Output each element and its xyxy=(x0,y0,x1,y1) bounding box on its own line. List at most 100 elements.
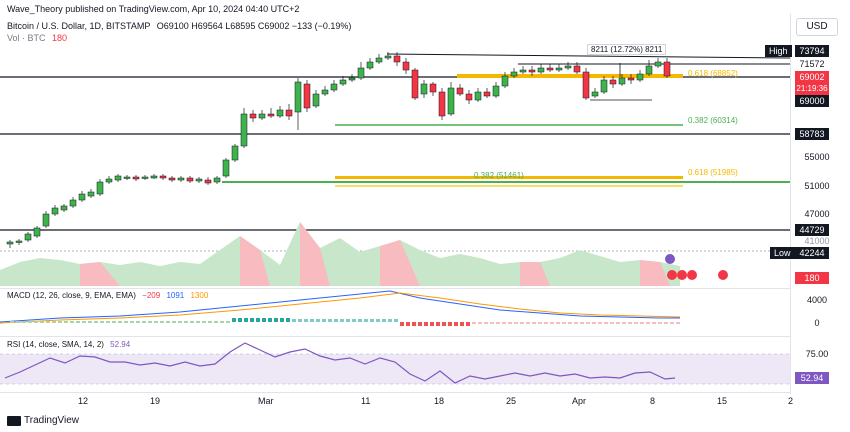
macd-hist-bar xyxy=(274,318,278,322)
candle-body xyxy=(213,177,221,183)
candle-body xyxy=(231,145,239,161)
macd-hist-bar xyxy=(226,321,230,323)
macd-hist-bar xyxy=(40,321,44,323)
macd-hist-bar xyxy=(280,318,284,322)
candle-body xyxy=(294,81,302,113)
candle-body xyxy=(195,178,203,182)
rsi-axis-75: 75.00 xyxy=(805,349,829,359)
candle-body xyxy=(465,93,473,101)
candle-body xyxy=(411,69,419,99)
candle-body xyxy=(78,193,86,201)
dividend-icon-3[interactable] xyxy=(687,270,697,280)
macd-hist-bar xyxy=(262,318,266,322)
dividend-icon-4[interactable] xyxy=(718,270,728,280)
x-label-18: 18 xyxy=(434,396,445,406)
candle-body xyxy=(339,79,347,85)
macd-hist-bar xyxy=(154,321,158,323)
macd-hist-bar xyxy=(598,322,602,324)
macd-hist-bar xyxy=(508,322,512,324)
macd-hist-bar xyxy=(610,322,614,324)
macd-hist-bar xyxy=(208,321,212,323)
macd-hist-bar xyxy=(142,321,146,323)
candle-body xyxy=(528,69,536,73)
macd-hist-bar xyxy=(340,319,344,322)
dividend-icon[interactable] xyxy=(667,270,677,280)
x-label-8: 8 xyxy=(650,396,656,406)
macd-hist-bar xyxy=(322,319,326,322)
macd-hist-bar xyxy=(514,322,518,324)
rsi-current: 52.94 xyxy=(795,372,829,384)
macd-hist-bar xyxy=(172,321,176,323)
macd-hist-bar xyxy=(118,321,122,323)
macd-hist-bar xyxy=(400,322,404,326)
macd-hist-bar xyxy=(364,319,368,322)
price-58783: 58783 xyxy=(795,128,829,140)
macd-hist-bar xyxy=(436,322,440,326)
macd-hist-bar xyxy=(10,321,14,323)
volume-area xyxy=(0,222,680,286)
candle-body xyxy=(501,75,509,87)
macd-hist-bar xyxy=(574,322,578,324)
candle-body xyxy=(600,79,608,93)
candle-body xyxy=(573,65,581,73)
macd-value-1: −209 xyxy=(142,291,161,300)
candle-body xyxy=(96,181,104,195)
candle-body xyxy=(510,71,518,77)
high-tag: High xyxy=(765,45,792,57)
fib-zone-618-low xyxy=(335,176,683,179)
macd-hist-bar xyxy=(58,321,62,323)
rsi-chart[interactable] xyxy=(0,336,790,392)
macd-hist-bar xyxy=(244,318,248,322)
macd-hist-bar xyxy=(178,321,182,323)
macd-hist-bar xyxy=(676,322,680,324)
candle-body xyxy=(24,233,32,241)
macd-hist-bar xyxy=(460,322,464,326)
macd-hist-bar xyxy=(568,322,572,324)
price-69000: 69000 xyxy=(795,95,829,107)
axis-41000: 41000 xyxy=(804,236,830,246)
macd-hist-bar xyxy=(166,321,170,323)
tradingview-logo[interactable]: TradingView xyxy=(7,415,79,426)
x-label-apr: Apr xyxy=(572,396,587,406)
macd-hist-bar xyxy=(478,322,482,324)
candle-body xyxy=(168,177,176,181)
macd-hist-bar xyxy=(46,321,50,323)
candle-body xyxy=(249,113,257,119)
candle-body xyxy=(42,213,50,227)
macd-hist-bar xyxy=(298,319,302,322)
candle-body xyxy=(375,57,383,63)
macd-hist-bar xyxy=(28,321,32,323)
macd-hist-bar xyxy=(484,322,488,324)
tradingview-logo-icon xyxy=(7,415,21,426)
macd-hist-bar xyxy=(550,322,554,324)
rsi-header-value: 52.94 xyxy=(110,340,131,349)
symbol-title: Bitcoin / U.S. Dollar, 1D, BITSTAMP xyxy=(7,21,151,31)
macd-hist-bar xyxy=(304,319,308,322)
macd-hist-bar xyxy=(556,322,560,324)
macd-hist-bar xyxy=(502,322,506,324)
lightning-icon[interactable] xyxy=(665,254,675,264)
macd-hist-bar xyxy=(52,321,56,323)
macd-chart[interactable] xyxy=(0,288,790,336)
macd-axis-0: 0 xyxy=(814,318,820,328)
rsi-header: RSI (14, close, SMA, 14, 2) 52.94 xyxy=(7,340,130,349)
macd-hist-bar xyxy=(406,322,410,326)
candle-body xyxy=(159,175,167,179)
macd-hist-bar xyxy=(130,321,134,323)
macd-hist-bar xyxy=(592,322,596,324)
macd-hist-bar xyxy=(232,318,236,322)
volume-value: 180 xyxy=(52,33,68,43)
macd-hist-bar xyxy=(520,322,524,324)
x-label-11: 11 xyxy=(361,396,371,406)
macd-hist-bar xyxy=(136,321,140,323)
candle-body xyxy=(87,191,95,197)
macd-hist-bar xyxy=(148,321,152,323)
macd-hist-bar xyxy=(640,322,644,324)
currency-button[interactable]: USD xyxy=(796,18,838,36)
dividend-icon-2[interactable] xyxy=(677,270,687,280)
macd-hist-bar xyxy=(358,319,362,322)
price-chart[interactable] xyxy=(0,40,790,288)
axis-55000: 55000 xyxy=(804,152,830,162)
candle-body xyxy=(609,79,617,85)
candle-body xyxy=(240,113,248,147)
